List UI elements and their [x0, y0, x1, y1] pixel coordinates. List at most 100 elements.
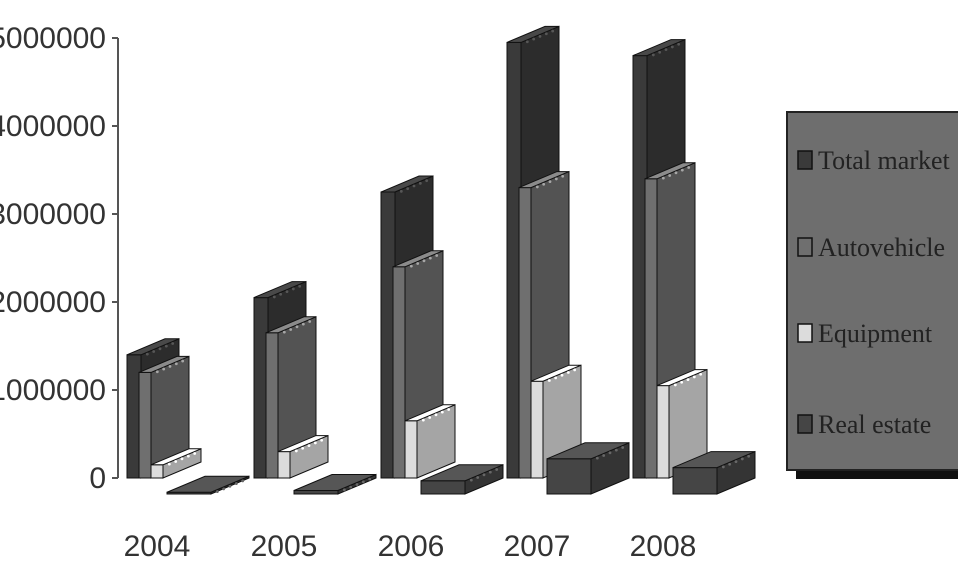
bar-top-face	[277, 435, 329, 453]
bar-top-dot	[368, 477, 372, 481]
bar-top-dot	[476, 476, 480, 479]
bar-top-dot	[608, 451, 612, 455]
bar-top-dot	[677, 42, 681, 46]
bar-top-dot	[728, 462, 732, 466]
bar-front-face	[656, 385, 670, 479]
bar-top-dot	[295, 325, 299, 329]
bar-top-dot	[342, 488, 346, 492]
bar-top-dot	[422, 259, 426, 263]
bar-top-dot	[668, 174, 672, 177]
bar-top-dot	[158, 347, 162, 351]
bar-top-dot	[680, 380, 684, 384]
bar-top-dot	[215, 490, 219, 493]
bar-top-dot	[548, 180, 552, 184]
bar-top-dot	[409, 264, 413, 268]
bar-front-face	[644, 178, 658, 479]
y-axis: 0 1000000 2000000 3000000 4000000 5000000	[0, 22, 119, 495]
bar-front-face	[392, 266, 406, 479]
bar-top-dot	[488, 470, 492, 474]
bar-top-dot	[547, 379, 551, 382]
x-tick-label: 2006	[378, 530, 445, 561]
bar-top-dot	[542, 182, 546, 186]
bar-top-face	[166, 475, 250, 493]
bar-top-dot	[740, 457, 744, 461]
bar-top-dot	[692, 375, 696, 379]
bar-top-dot	[566, 371, 570, 374]
bar-top-dot	[686, 378, 690, 381]
bar-top-dot	[155, 370, 159, 374]
bar-top-dot	[651, 53, 655, 57]
bar-group-2008: 2008	[630, 38, 756, 561]
bar-top-dot	[535, 185, 539, 189]
bar-top-dot	[307, 444, 311, 447]
x-tick-label: 2007	[504, 530, 571, 561]
bar-top-dot	[313, 441, 317, 445]
bar-front-face	[293, 489, 339, 495]
bar-top-dot	[412, 184, 416, 188]
bar-top-dot	[614, 448, 618, 452]
bar-top-dot	[482, 473, 486, 477]
bar-top-dot	[145, 352, 149, 356]
bar-real-estate-2007	[546, 442, 630, 495]
bar-group-2006: 2006	[378, 175, 504, 561]
legend-item-autovehicle: Autovehicle	[797, 233, 945, 262]
bar-top-face	[392, 250, 444, 268]
bar-front-face	[404, 420, 418, 479]
bar-top-face	[644, 162, 696, 180]
bar-top-dot	[193, 452, 197, 455]
x-tick-label: 2004	[124, 530, 191, 561]
bar-top-dot	[301, 446, 305, 450]
bar-top-dot	[171, 342, 175, 345]
bar-top-face	[253, 281, 307, 299]
bar-top-dot	[421, 418, 425, 422]
bar-top-dot	[734, 460, 738, 463]
bar-top-dot	[301, 322, 305, 326]
bar-top-face	[380, 175, 434, 193]
bar-front-face	[518, 187, 532, 479]
bar-top-dot	[167, 462, 171, 466]
bar-top-dot	[595, 456, 599, 460]
x-tick-label: 2008	[630, 530, 697, 561]
bar-real-estate-2006	[420, 464, 504, 495]
legend-swatch	[797, 237, 813, 257]
bar-top-dot	[416, 262, 420, 265]
bar-top-dot	[152, 350, 156, 353]
bar-top-face	[672, 451, 756, 469]
bar-top-dot	[435, 254, 439, 257]
y-tick-label: 2000000	[0, 286, 106, 319]
bar-equipment-2004	[150, 448, 202, 479]
bar-equipment-2005	[277, 434, 329, 479]
legend-item-real-estate: Real estate	[797, 410, 931, 439]
bar-top-face	[265, 316, 317, 334]
bar-top-dot	[554, 376, 558, 380]
bar-front-face	[265, 332, 279, 479]
bar-front-face	[672, 467, 718, 495]
bar-top-dot	[674, 171, 678, 175]
legend-swatch	[797, 414, 813, 434]
bar-top-face	[506, 25, 560, 43]
bar-top-face	[656, 369, 708, 387]
bar-top-dot	[282, 330, 286, 334]
bar-top-dot	[355, 483, 359, 486]
legend-label: Total market	[818, 146, 951, 175]
bar-top-dot	[294, 449, 298, 453]
bar-top-dot	[320, 438, 324, 442]
bar-front-face	[277, 451, 291, 479]
bar-top-dot	[399, 189, 403, 193]
bar-top-dot	[699, 372, 703, 376]
legend-label: Autovehicle	[818, 233, 945, 262]
legend-label: Real estate	[818, 410, 931, 439]
bar-top-dot	[673, 383, 677, 387]
bar-top-dot	[602, 454, 606, 457]
bar-equipment-2008	[656, 368, 708, 479]
bar-top-dot	[495, 468, 499, 471]
legend-item-equipment: Equipment	[797, 319, 933, 348]
bar-top-face	[126, 338, 180, 356]
bar-top-dot	[554, 177, 558, 181]
bar-top-face	[293, 473, 377, 491]
legend-item-total-market: Total market	[797, 146, 951, 175]
bar-top-dot	[680, 168, 684, 172]
bar-top-face	[632, 39, 686, 57]
legend: Total market Autovehicle Equipment Real est…	[786, 111, 958, 479]
bar-top-dot	[428, 416, 432, 419]
